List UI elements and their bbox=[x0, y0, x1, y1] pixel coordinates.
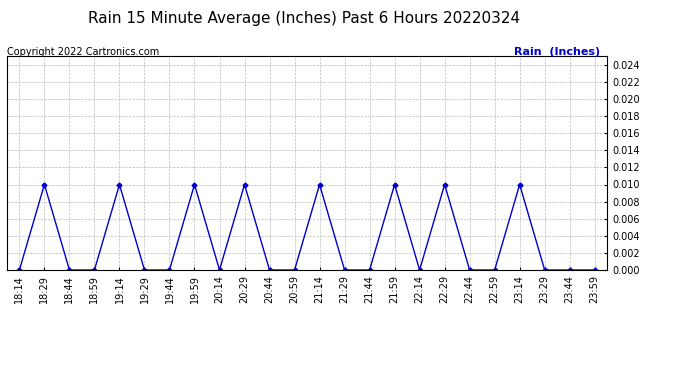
Text: Copyright 2022 Cartronics.com: Copyright 2022 Cartronics.com bbox=[7, 47, 159, 57]
Text: Rain  (Inches): Rain (Inches) bbox=[514, 47, 600, 57]
Text: Rain 15 Minute Average (Inches) Past 6 Hours 20220324: Rain 15 Minute Average (Inches) Past 6 H… bbox=[88, 11, 520, 26]
